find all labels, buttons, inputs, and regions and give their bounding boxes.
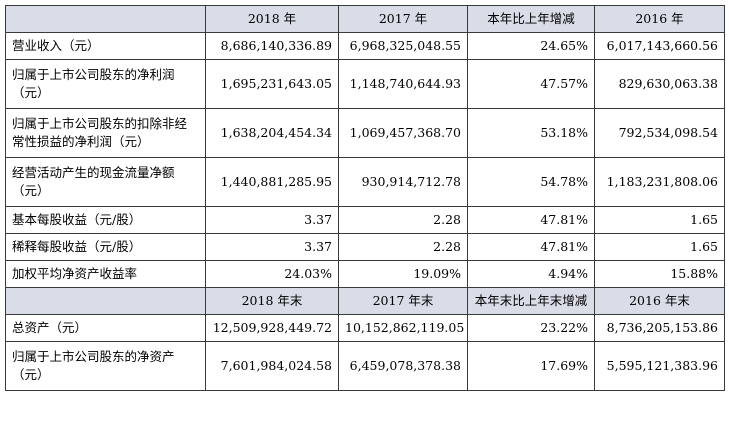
value-cell: 47.57% (467, 59, 595, 109)
value-cell: 24.65% (467, 32, 595, 60)
value-cell: 1,440,881,285.95 (205, 157, 339, 207)
value-cell: 1,148,740,644.93 (338, 59, 468, 109)
header-cell: 2018 年末 (205, 287, 339, 315)
header-cell: 2018 年 (205, 5, 339, 33)
value-cell: 10,152,862,119.05 (338, 314, 468, 342)
value-cell: 1,183,231,808.06 (594, 157, 725, 207)
value-cell: 8,686,140,336.89 (205, 32, 339, 60)
value-cell: 8,736,205,153.86 (594, 314, 725, 342)
table-row: 归属于上市公司股东的净资产（元） 7,601,984,024.58 6,459,… (5, 341, 725, 391)
value-cell: 5,595,121,383.96 (594, 341, 725, 391)
value-cell: 15.88% (594, 260, 725, 288)
value-cell: 6,968,325,048.55 (338, 32, 468, 60)
value-cell: 792,534,098.54 (594, 108, 725, 158)
value-cell: 3.37 (205, 206, 339, 234)
table-row: 营业收入（元） 8,686,140,336.89 6,968,325,048.5… (5, 32, 725, 60)
table-row: 加权平均净资产收益率 24.03% 19.09% 4.94% 15.88% (5, 260, 725, 288)
value-cell: 7,601,984,024.58 (205, 341, 339, 391)
table-row: 归属于上市公司股东的净利润（元） 1,695,231,643.05 1,148,… (5, 59, 725, 109)
value-cell: 4.94% (467, 260, 595, 288)
row-label: 经营活动产生的现金流量净额（元） (5, 157, 206, 207)
value-cell: 2.28 (338, 206, 468, 234)
value-cell: 53.18% (467, 108, 595, 158)
header-cell: 2016 年 (594, 5, 725, 33)
value-cell: 1.65 (594, 233, 725, 261)
table-row: 总资产（元） 12,509,928,449.72 10,152,862,119.… (5, 314, 725, 342)
table-row: 经营活动产生的现金流量净额（元） 1,440,881,285.95 930,91… (5, 157, 725, 207)
header-cell: 2016 年末 (594, 287, 725, 315)
header-cell: 2017 年末 (338, 287, 468, 315)
value-cell: 1,638,204,454.34 (205, 108, 339, 158)
row-label: 营业收入（元） (5, 32, 206, 60)
row-label: 总资产（元） (5, 314, 206, 342)
value-cell: 47.81% (467, 233, 595, 261)
value-cell: 47.81% (467, 206, 595, 234)
value-cell: 2.28 (338, 233, 468, 261)
row-label: 基本每股收益（元/股） (5, 206, 206, 234)
value-cell: 3.37 (205, 233, 339, 261)
value-cell: 19.09% (338, 260, 468, 288)
value-cell: 829,630,063.38 (594, 59, 725, 109)
value-cell: 12,509,928,449.72 (205, 314, 339, 342)
value-cell: 1.65 (594, 206, 725, 234)
header-corner-cell (5, 5, 206, 33)
value-cell: 1,069,457,368.70 (338, 108, 468, 158)
header-cell: 本年比上年增减 (467, 5, 595, 33)
row-label: 归属于上市公司股东的净资产（元） (5, 341, 206, 391)
table-row: 基本每股收益（元/股） 3.37 2.28 47.81% 1.65 (5, 206, 725, 234)
value-cell: 24.03% (205, 260, 339, 288)
value-cell: 17.69% (467, 341, 595, 391)
value-cell: 6,017,143,660.56 (594, 32, 725, 60)
table-row: 归属于上市公司股东的扣除非经常性损益的净利润（元） 1,638,204,454.… (5, 108, 725, 158)
header-cell: 本年末比上年末增减 (467, 287, 595, 315)
row-label: 稀释每股收益（元/股） (5, 233, 206, 261)
row-label: 加权平均净资产收益率 (5, 260, 206, 288)
value-cell: 1,695,231,643.05 (205, 59, 339, 109)
header-corner-cell (5, 287, 206, 315)
value-cell: 930,914,712.78 (338, 157, 468, 207)
row-label: 归属于上市公司股东的扣除非经常性损益的净利润（元） (5, 108, 206, 158)
value-cell: 54.78% (467, 157, 595, 207)
header-cell: 2017 年 (338, 5, 468, 33)
header-row-year: 2018 年 2017 年 本年比上年增减 2016 年 (5, 5, 725, 33)
table-row: 稀释每股收益（元/股） 3.37 2.28 47.81% 1.65 (5, 233, 725, 261)
value-cell: 23.22% (467, 314, 595, 342)
header-row-year-end: 2018 年末 2017 年末 本年末比上年末增减 2016 年末 (5, 287, 725, 315)
financial-summary-table: 2018 年 2017 年 本年比上年增减 2016 年 营业收入（元） 8,6… (5, 5, 725, 391)
value-cell: 6,459,078,378.38 (338, 341, 468, 391)
row-label: 归属于上市公司股东的净利润（元） (5, 59, 206, 109)
